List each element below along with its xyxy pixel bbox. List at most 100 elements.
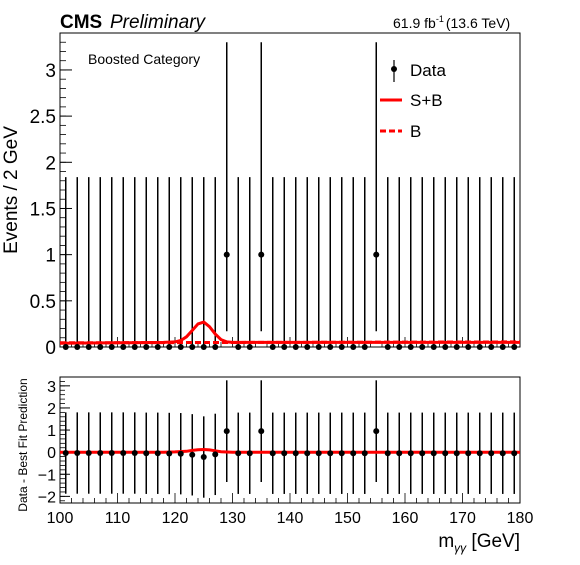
residual-y-tick-label: −2: [38, 489, 56, 506]
residual-data-point: [74, 450, 81, 457]
main-panel-frame: [59, 32, 521, 348]
residual-x-tick-label: 150: [334, 510, 361, 527]
main-data-point: [74, 344, 81, 350]
residual-data-point: [373, 428, 380, 435]
residual-data-point: [269, 450, 276, 457]
residual-x-tick-label: 110: [105, 510, 131, 527]
residual-x-tick-label: 160: [392, 510, 419, 527]
residual-data-point: [453, 450, 460, 457]
residual-x-tick-label: 120: [162, 510, 189, 527]
main-data-point: [442, 344, 449, 350]
main-y-tick-label: 2: [45, 153, 56, 174]
main-data-point: [315, 344, 322, 350]
residual-data-points: [62, 428, 518, 461]
main-y-tick-label: 0.5: [30, 292, 56, 313]
residual-data-point: [338, 450, 345, 457]
main-data-point: [476, 344, 483, 350]
residual-data-point: [166, 450, 173, 457]
residual-fit-curve: [60, 447, 520, 454]
status-label: Preliminary: [110, 12, 207, 33]
signal-plus-background-curve: [59, 320, 520, 345]
main-y-tick-label: 1: [45, 246, 56, 267]
residual-data-point: [85, 450, 92, 457]
main-panel: 0 0.5 1 1.5 2 2.5 3 Events / 2 GeV Boosted Cat…: [1, 32, 521, 359]
residual-data-point: [476, 450, 483, 457]
energy-value: (13.6 TeV): [446, 15, 510, 31]
residual-x-tick-label: 180: [507, 510, 534, 527]
main-data-point: [327, 344, 334, 350]
legend-b-label: B: [410, 122, 421, 141]
residual-data-point: [131, 450, 138, 457]
main-data-point: [281, 344, 288, 350]
residual-panel: −2 −1 0 1 2 3 100 110 120 130 140 150 160 170 180 Dat…: [16, 376, 534, 527]
main-data-point: [338, 344, 345, 350]
legend-data-marker: [391, 66, 397, 72]
lumi-exponent: -1: [436, 14, 444, 24]
main-data-point: [465, 344, 472, 350]
category-label: Boosted Category: [88, 51, 200, 67]
main-data-points: [62, 251, 518, 350]
legend-entry-splusb: S+B: [380, 91, 443, 110]
residual-data-point: [189, 451, 196, 458]
residual-data-point: [258, 428, 265, 435]
residual-data-point: [154, 450, 161, 457]
residual-data-point: [315, 450, 322, 457]
main-data-point: [396, 344, 403, 350]
residual-data-point: [143, 450, 150, 457]
residual-data-point: [488, 450, 495, 457]
legend-splusb-label: S+B: [410, 91, 443, 110]
residual-data-point: [442, 450, 449, 457]
residual-data-point: [200, 454, 207, 461]
residual-data-point: [177, 450, 184, 457]
residual-data-point: [499, 450, 506, 457]
main-y-tick-label: 1.5: [30, 199, 56, 220]
main-data-point: [200, 344, 207, 350]
lumi-value: 61.9 fb: [393, 15, 436, 31]
main-data-point: [166, 344, 173, 350]
main-y-tick-label: 2.5: [30, 107, 56, 128]
residual-data-point: [212, 451, 219, 458]
residual-x-tick-label: 100: [47, 510, 74, 527]
residual-data-point: [246, 450, 253, 457]
legend-entry-b: B: [380, 122, 421, 141]
residual-y-tick-label: −1: [38, 467, 56, 484]
main-data-point: [361, 344, 368, 350]
main-data-errorbars: [65, 42, 515, 347]
main-data-point: [407, 344, 414, 350]
main-y-axis-label: Events / 2 GeV: [1, 126, 22, 254]
residual-data-point: [465, 450, 472, 457]
residual-data-point: [396, 450, 403, 457]
residual-panel-frame: [59, 376, 521, 504]
residual-data-point: [281, 450, 288, 457]
residual-y-tick-label: 3: [47, 379, 56, 396]
residual-data-point: [108, 450, 115, 457]
main-data-point: [258, 251, 265, 258]
legend-entry-data: Data: [391, 60, 446, 82]
main-data-point: [499, 344, 506, 350]
main-data-point: [120, 344, 127, 350]
main-data-point: [430, 344, 437, 350]
main-data-point: [246, 344, 253, 350]
main-y-axis: 0 0.5 1 1.5 2 2.5 3: [30, 41, 72, 359]
residual-x-tick-label: 170: [449, 510, 476, 527]
residual-data-point: [384, 450, 391, 457]
residual-data-point: [223, 428, 230, 435]
residual-y-axis: −2 −1 0 1 2 3: [38, 379, 70, 506]
main-data-point: [154, 344, 161, 350]
residual-x-tick-label: 130: [219, 510, 246, 527]
main-data-point: [223, 251, 230, 258]
main-y-tick-label: 3: [45, 61, 56, 82]
residual-data-point: [407, 450, 414, 457]
residual-data-point: [97, 450, 104, 457]
main-data-point: [62, 344, 69, 350]
main-data-point: [212, 344, 219, 350]
residual-y-tick-label: 0: [47, 445, 56, 462]
main-data-point: [453, 344, 460, 350]
residual-y-axis-label: Data - Best Fit Prediction: [16, 378, 30, 511]
experiment-label: CMS: [60, 12, 102, 33]
residual-data-point: [120, 450, 127, 457]
main-data-point: [511, 344, 518, 350]
residual-data-errorbars: [65, 380, 515, 498]
residual-data-point: [235, 450, 242, 457]
